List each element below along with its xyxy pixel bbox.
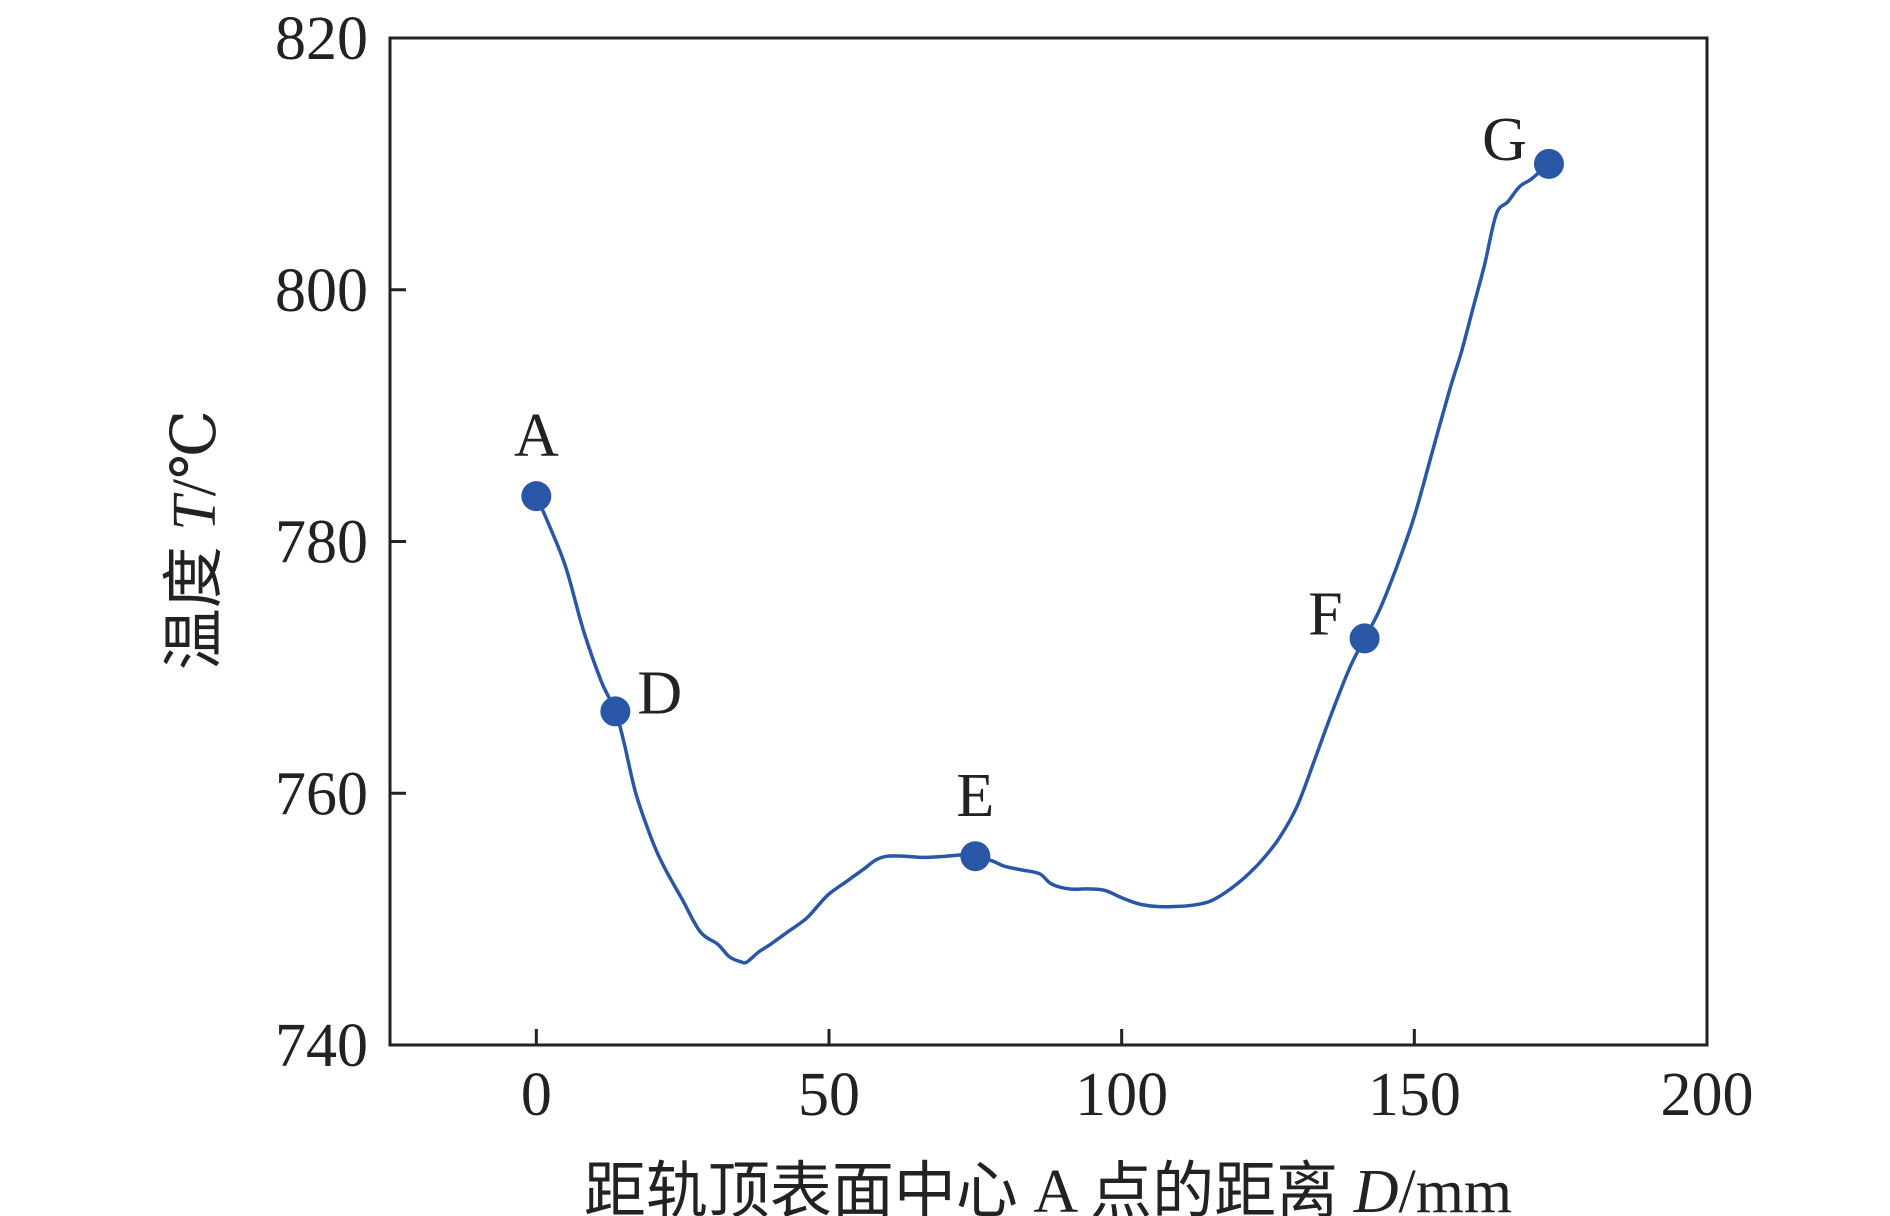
point-label-g: G — [1482, 106, 1527, 174]
y-axis-variable: T — [161, 492, 229, 531]
x-axis-label: 距轨顶表面中心 A 点的距离 D/mm — [584, 1158, 1512, 1216]
series-line — [534, 162, 1551, 965]
plot-frame — [388, 36, 1709, 1047]
point-label-a: A — [514, 402, 559, 470]
x-tick-label: 50 — [798, 1061, 860, 1129]
point-labels: A D E F G — [514, 106, 1527, 830]
point-label-f: F — [1308, 580, 1342, 648]
y-axis-unit: /℃ — [161, 410, 229, 497]
point-marker-d — [600, 696, 631, 727]
x-tick-label: 0 — [521, 1061, 552, 1129]
y-axis-label: 温度 T/℃ — [161, 410, 229, 671]
point-marker-e — [960, 841, 991, 872]
x-axis-unit: /mm — [1398, 1158, 1512, 1216]
point-label-d: D — [637, 659, 682, 727]
x-tick-label: 200 — [1661, 1061, 1754, 1129]
y-axis-label-text: 温度 — [161, 531, 229, 671]
point-marker-f — [1349, 623, 1380, 654]
y-tick-label: 780 — [275, 509, 368, 577]
axis-ticks — [390, 36, 1709, 1047]
x-axis-variable: D — [1353, 1158, 1399, 1216]
x-axis-label-text: 距轨顶表面中心 A 点的距离 — [584, 1158, 1354, 1216]
point-markers — [521, 148, 1564, 872]
x-tick-label: 100 — [1075, 1061, 1168, 1129]
point-marker-g — [1533, 148, 1564, 179]
point-label-e: E — [956, 762, 994, 830]
y-tick-label: 740 — [275, 1012, 368, 1080]
y-tick-label: 760 — [275, 760, 368, 828]
tick-labels: 0 50 100 150 200 740 760 780 800 820 — [275, 5, 1754, 1129]
y-tick-label: 820 — [275, 5, 368, 73]
x-tick-label: 150 — [1368, 1061, 1461, 1129]
y-tick-label: 800 — [275, 257, 368, 325]
point-marker-a — [521, 481, 552, 512]
